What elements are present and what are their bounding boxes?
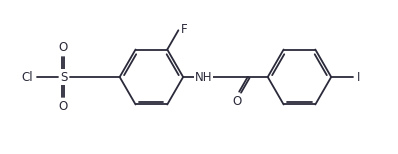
Text: Cl: Cl (22, 71, 33, 83)
Text: F: F (180, 23, 187, 36)
Text: O: O (58, 41, 67, 54)
Text: NH: NH (195, 71, 212, 83)
Text: O: O (232, 95, 241, 108)
Text: O: O (58, 100, 67, 113)
Text: I: I (357, 71, 360, 83)
Text: S: S (60, 71, 68, 83)
